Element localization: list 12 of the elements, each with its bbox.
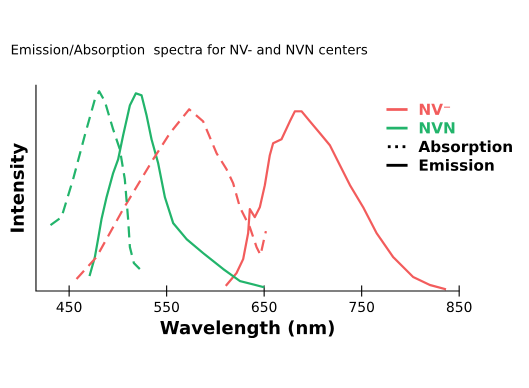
x-axis-title: Wavelength (nm) — [160, 320, 334, 338]
annotation: Emission — [420, 159, 494, 171]
legend-label: NVN — [420, 122, 454, 134]
x-tick-label: 850 — [446, 302, 472, 312]
x-tick-label: 550 — [154, 302, 179, 312]
legend-label: NV⁻ — [420, 104, 450, 115]
x-tick-label: 650 — [252, 302, 276, 312]
x-tick-label: 450 — [56, 302, 82, 312]
x-tick-label: 750 — [350, 302, 374, 312]
annotation: Absorption — [418, 140, 512, 156]
y-axis-title: Intensity — [10, 143, 28, 232]
chart-title: Emission/Absorption spectra for NV- and NVN centers — [12, 44, 368, 58]
